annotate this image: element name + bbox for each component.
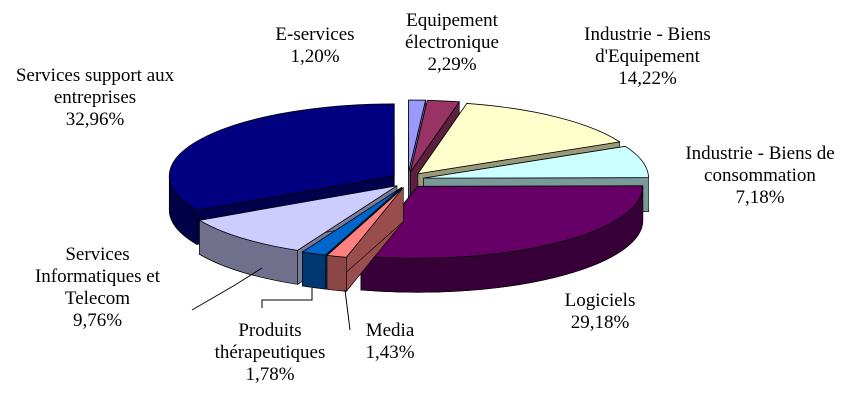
slice bbox=[360, 185, 644, 259]
slice bbox=[417, 103, 621, 175]
slice-label: Industrie - Biens de consommation 7,18% bbox=[670, 143, 850, 209]
slice-label: E-services 1,20% bbox=[255, 24, 375, 68]
label-value: 1,43% bbox=[365, 342, 415, 363]
label-value: 14,22% bbox=[618, 68, 677, 89]
slice-label: Services support aux entreprises 32,96% bbox=[5, 65, 185, 131]
slice-label: Media 1,43% bbox=[345, 320, 435, 364]
slice bbox=[198, 185, 398, 251]
label-value: 7,18% bbox=[735, 187, 785, 208]
label-name: Services support aux entreprises bbox=[15, 65, 175, 108]
label-name: Equipement électronique bbox=[405, 10, 499, 53]
label-value: 1,20% bbox=[290, 46, 340, 67]
leader-line bbox=[344, 289, 351, 331]
label-name: Industrie - Biens de consommation bbox=[685, 143, 835, 186]
label-name: Media bbox=[365, 320, 415, 341]
slice-side bbox=[326, 255, 347, 292]
label-value: 29,18% bbox=[570, 312, 630, 333]
slice-label: Equipement électronique 2,29% bbox=[392, 10, 512, 76]
slices bbox=[168, 99, 649, 293]
slice bbox=[301, 187, 403, 256]
slice-label: Industrie - Biens d'Equipement 14,22% bbox=[560, 24, 735, 90]
slice bbox=[423, 145, 649, 179]
leader-line bbox=[261, 288, 313, 308]
slice bbox=[408, 99, 427, 173]
label-value: 1,78% bbox=[245, 364, 295, 385]
label-name: E-services bbox=[275, 24, 355, 45]
slice-label: Services Informatiques et Telecom 9,76% bbox=[20, 244, 175, 332]
slice bbox=[168, 103, 395, 211]
label-name: Services Informatiques et Telecom bbox=[34, 244, 161, 309]
label-value: 32,96% bbox=[65, 109, 125, 130]
slice-label: Logiciels 29,18% bbox=[540, 290, 660, 334]
leader-line bbox=[191, 267, 263, 311]
label-name: Industrie - Biens d'Equipement bbox=[584, 24, 711, 67]
label-value: 9,76% bbox=[72, 310, 123, 331]
label-name: Logiciels bbox=[564, 290, 636, 311]
slice bbox=[326, 187, 404, 258]
slice bbox=[409, 99, 461, 173]
label-value: 2,29% bbox=[427, 54, 477, 75]
label-name: Produits thérapeutiques bbox=[214, 320, 326, 363]
slice-side bbox=[302, 251, 326, 290]
slice-label: Produits thérapeutiques 1,78% bbox=[195, 320, 345, 386]
